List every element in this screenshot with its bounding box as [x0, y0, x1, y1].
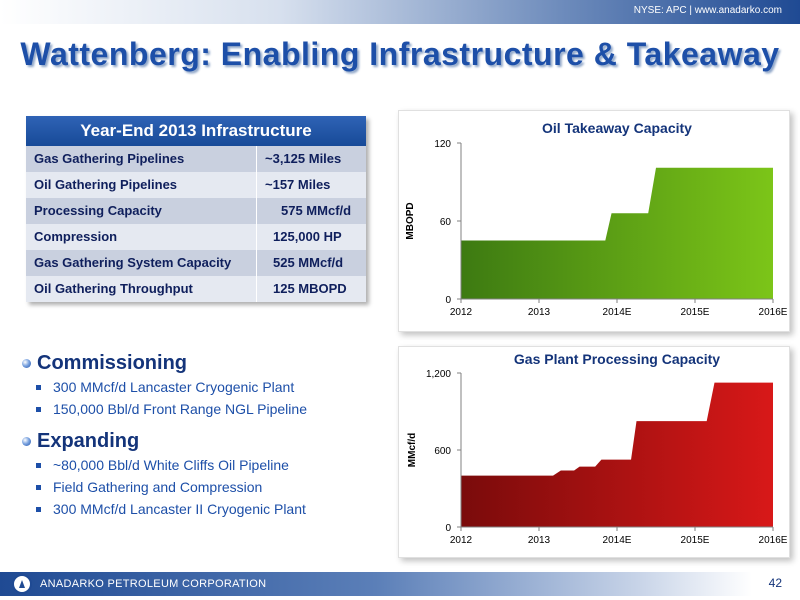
row-label: Oil Gathering Pipelines: [26, 172, 257, 198]
x-tick-label: 2014E: [603, 535, 632, 546]
y-tick-label: 0: [445, 523, 451, 534]
list-item-text: 300 MMcf/d Lancaster II Cryogenic Plant: [53, 501, 306, 517]
square-bullet-icon: [36, 484, 41, 490]
y-tick-label: 600: [434, 446, 451, 457]
row-label: Oil Gathering Throughput: [26, 276, 257, 302]
row-label: Gas Gathering Pipelines: [26, 146, 257, 172]
company-name: ANADARKO PETROLEUM CORPORATION: [40, 578, 267, 590]
row-value: 525 MMcf/d: [273, 255, 344, 270]
bullet-sphere-icon: [22, 436, 31, 446]
bullet-list: Commissioning 300 MMcf/d Lancaster Cryog…: [22, 350, 382, 520]
footer: ANADARKO PETROLEUM CORPORATION 42: [0, 568, 800, 600]
page-number: 42: [768, 576, 782, 590]
infrastructure-table-header: Year-End 2013 Infrastructure: [26, 116, 366, 146]
square-bullet-icon: [36, 384, 41, 390]
list-item-text: Field Gathering and Compression: [53, 479, 263, 495]
table-row: Compression 125,000 HP: [26, 224, 366, 250]
page-title: Wattenberg: Enabling Infrastructure & Ta…: [20, 36, 780, 72]
list-item-text: 150,000 Bbl/d Front Range NGL Pipeline: [53, 401, 307, 417]
row-value: ~3,125 Miles: [265, 151, 342, 166]
x-tick-label: 2012: [450, 535, 473, 546]
row-label: Processing Capacity: [26, 198, 257, 224]
list-item-text: ~80,000 Bbl/d White Cliffs Oil Pipeline: [53, 457, 289, 473]
table-row: Oil Gathering Throughput 125 MBOPD: [26, 276, 366, 302]
x-tick-label: 2015E: [681, 307, 710, 318]
y-tick-label: 120: [434, 139, 451, 150]
square-bullet-icon: [36, 462, 41, 468]
y-tick-label: 0: [445, 295, 451, 306]
row-value: 575 MMcf/d: [281, 203, 352, 218]
x-tick-label: 2015E: [681, 535, 710, 546]
bullet-sphere-icon: [22, 358, 31, 368]
table-row: Gas Gathering System Capacity 525 MMcf/d: [26, 250, 366, 276]
x-tick-label: 2012: [450, 307, 473, 318]
square-bullet-icon: [36, 406, 41, 412]
table-row: Processing Capacity 575 MMcf/d: [26, 198, 366, 224]
oil-takeaway-chart-panel: Oil Takeaway Capacity 0 60 120 2012 2013 2014E…: [398, 110, 790, 332]
row-label: Compression: [26, 224, 257, 250]
infrastructure-table: Year-End 2013 Infrastructure Gas Gatheri…: [26, 116, 366, 302]
y-tick-label: 1,200: [426, 369, 451, 380]
company-logo-icon: [12, 574, 32, 594]
list-item-text: 300 MMcf/d Lancaster Cryogenic Plant: [53, 379, 295, 395]
chart-title: Gas Plant Processing Capacity: [514, 351, 720, 367]
row-value: 125 MBOPD: [273, 281, 347, 296]
oil-takeaway-chart: Oil Takeaway Capacity 0 60 120 2012 2013 2014E…: [405, 120, 788, 318]
top-banner: NYSE: APC | www.anadarko.com: [0, 0, 800, 24]
section-heading: Commissioning: [37, 351, 188, 374]
section-expanding: Expanding ~80,000 Bbl/d White Cliffs Oil…: [22, 428, 382, 520]
square-bullet-icon: [36, 506, 41, 512]
table-row: Gas Gathering Pipelines ~3,125 Miles: [26, 146, 366, 172]
y-tick-label: 60: [440, 217, 452, 228]
row-value: 125,000 HP: [273, 229, 342, 244]
ticker-text: NYSE: APC | www.anadarko.com: [633, 5, 782, 16]
x-tick-label: 2014E: [603, 307, 632, 318]
x-tick-label: 2013: [528, 307, 551, 318]
chart-area-series: [461, 382, 773, 527]
row-value: ~157 Miles: [265, 177, 331, 192]
x-tick-label: 2013: [528, 535, 551, 546]
list-item: ~80,000 Bbl/d White Cliffs Oil Pipeline: [22, 454, 382, 476]
gas-processing-chart: Gas Plant Processing Capacity 0 600 1,200 20…: [407, 351, 788, 546]
row-label: Gas Gathering System Capacity: [26, 250, 257, 276]
list-item: 300 MMcf/d Lancaster II Cryogenic Plant: [22, 498, 382, 520]
x-tick-label: 2016E: [759, 535, 788, 546]
x-tick-label: 2016E: [759, 307, 788, 318]
list-item: Field Gathering and Compression: [22, 476, 382, 498]
gas-processing-chart-panel: Gas Plant Processing Capacity 0 600 1,200 20…: [398, 346, 790, 558]
chart-title: Oil Takeaway Capacity: [542, 120, 692, 136]
section-heading: Expanding: [37, 429, 140, 452]
section-commissioning: Commissioning 300 MMcf/d Lancaster Cryog…: [22, 350, 382, 420]
y-axis-label: MMcf/d: [407, 433, 418, 467]
list-item: 150,000 Bbl/d Front Range NGL Pipeline: [22, 398, 382, 420]
list-item: 300 MMcf/d Lancaster Cryogenic Plant: [22, 376, 382, 398]
y-axis-label: MBOPD: [405, 202, 416, 239]
chart-area-series: [461, 167, 773, 299]
table-row: Oil Gathering Pipelines ~157 Miles: [26, 172, 366, 198]
